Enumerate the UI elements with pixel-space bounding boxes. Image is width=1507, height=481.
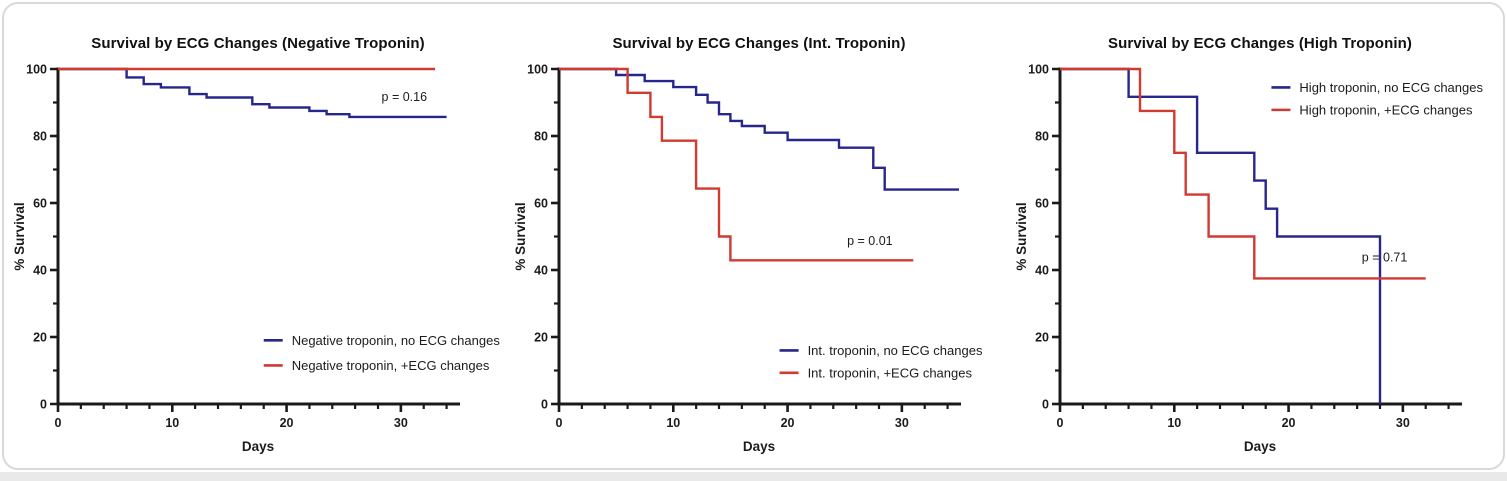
chart-title-negative-troponin: Survival by ECG Changes (Negative Tropon… bbox=[91, 35, 425, 52]
y-axis-label: % Survival bbox=[513, 202, 528, 270]
legend-label-ecg-changes: High troponin, +ECG changes bbox=[1299, 102, 1473, 117]
x-tick-label: 30 bbox=[1396, 416, 1410, 430]
survival-curve-ecg-changes bbox=[1060, 67, 1426, 280]
legend-label-ecg-changes: Negative troponin, +ECG changes bbox=[292, 358, 490, 373]
x-tick-label: 20 bbox=[1282, 416, 1296, 430]
survival-curve-ecg-changes bbox=[559, 67, 914, 262]
x-tick-label: 0 bbox=[556, 416, 563, 430]
panel-negative-troponin: Survival by ECG Changes (Negative Tropon… bbox=[8, 12, 505, 464]
survival-curve-no-ecg-changes bbox=[1060, 67, 1382, 404]
y-tick-label: 20 bbox=[534, 331, 548, 345]
y-tick-label: 20 bbox=[33, 331, 47, 345]
x-axis-label: Days bbox=[743, 439, 775, 454]
chart-panels-row: Survival by ECG Changes (Negative Tropon… bbox=[4, 4, 1503, 464]
survival-chart-negative-troponin: 0 10 20 30 0 20 40 60 80 100 Days % Survival p = 0.1… bbox=[12, 63, 501, 455]
y-axis-label: % Survival bbox=[1014, 202, 1029, 270]
x-tick-label: 30 bbox=[895, 416, 909, 430]
y-tick-label: 0 bbox=[1042, 398, 1049, 412]
y-tick-label: 100 bbox=[1028, 63, 1049, 77]
panel-int-troponin: Survival by ECG Changes (Int. Troponin) … bbox=[509, 12, 1006, 464]
legend-label-no-ecg-changes: High troponin, no ECG changes bbox=[1299, 80, 1483, 95]
survival-figure-card: Survival by ECG Changes (Negative Tropon… bbox=[2, 2, 1505, 470]
y-tick-label: 60 bbox=[33, 197, 47, 211]
y-axis-label: % Survival bbox=[12, 202, 27, 270]
y-tick-label: 100 bbox=[527, 63, 548, 77]
y-tick-label: 80 bbox=[1035, 130, 1049, 144]
legend-label-no-ecg-changes: Negative troponin, no ECG changes bbox=[292, 333, 501, 348]
x-tick-label: 10 bbox=[1167, 416, 1181, 430]
y-tick-label: 40 bbox=[33, 264, 47, 278]
survival-curve-no-ecg-changes bbox=[58, 67, 447, 119]
x-axis-label: Days bbox=[242, 439, 274, 454]
y-tick-label: 40 bbox=[1035, 264, 1049, 278]
p-value-label: p = 0.71 bbox=[1362, 251, 1408, 265]
survival-curve-no-ecg-changes bbox=[559, 67, 959, 191]
y-tick-label: 0 bbox=[40, 398, 47, 412]
chart-title-int-troponin: Survival by ECG Changes (Int. Troponin) bbox=[612, 35, 906, 52]
legend-label-no-ecg-changes: Int. troponin, no ECG changes bbox=[808, 343, 983, 358]
x-tick-label: 10 bbox=[666, 416, 680, 430]
y-tick-label: 0 bbox=[541, 398, 548, 412]
x-tick-label: 0 bbox=[55, 416, 62, 430]
p-value-label: p = 0.16 bbox=[382, 90, 428, 104]
panel-high-troponin: Survival by ECG Changes (High Troponin) … bbox=[1010, 12, 1503, 464]
y-tick-label: 20 bbox=[1035, 331, 1049, 345]
x-axis-label: Days bbox=[1244, 439, 1276, 454]
y-tick-label: 60 bbox=[1035, 197, 1049, 211]
x-tick-label: 20 bbox=[280, 416, 294, 430]
page-bottom-strip bbox=[0, 472, 1507, 481]
y-tick-label: 100 bbox=[26, 63, 47, 77]
y-tick-label: 80 bbox=[534, 130, 548, 144]
y-tick-label: 40 bbox=[534, 264, 548, 278]
y-tick-label: 60 bbox=[534, 197, 548, 211]
chart-title-high-troponin: Survival by ECG Changes (High Troponin) bbox=[1108, 35, 1412, 52]
survival-chart-high-troponin: 0 10 20 30 0 20 40 60 80 100 Days % Survival p = 0.7… bbox=[1014, 63, 1483, 455]
x-tick-label: 0 bbox=[1057, 416, 1064, 430]
x-tick-label: 30 bbox=[394, 416, 408, 430]
legend-label-ecg-changes: Int. troponin, +ECG changes bbox=[808, 365, 973, 380]
survival-chart-int-troponin: 0 10 20 30 0 20 40 60 80 100 Days % Survival p = 0.0… bbox=[513, 63, 983, 455]
x-tick-label: 20 bbox=[781, 416, 795, 430]
y-tick-label: 80 bbox=[33, 130, 47, 144]
p-value-label: p = 0.01 bbox=[847, 234, 893, 248]
x-tick-label: 10 bbox=[165, 416, 179, 430]
